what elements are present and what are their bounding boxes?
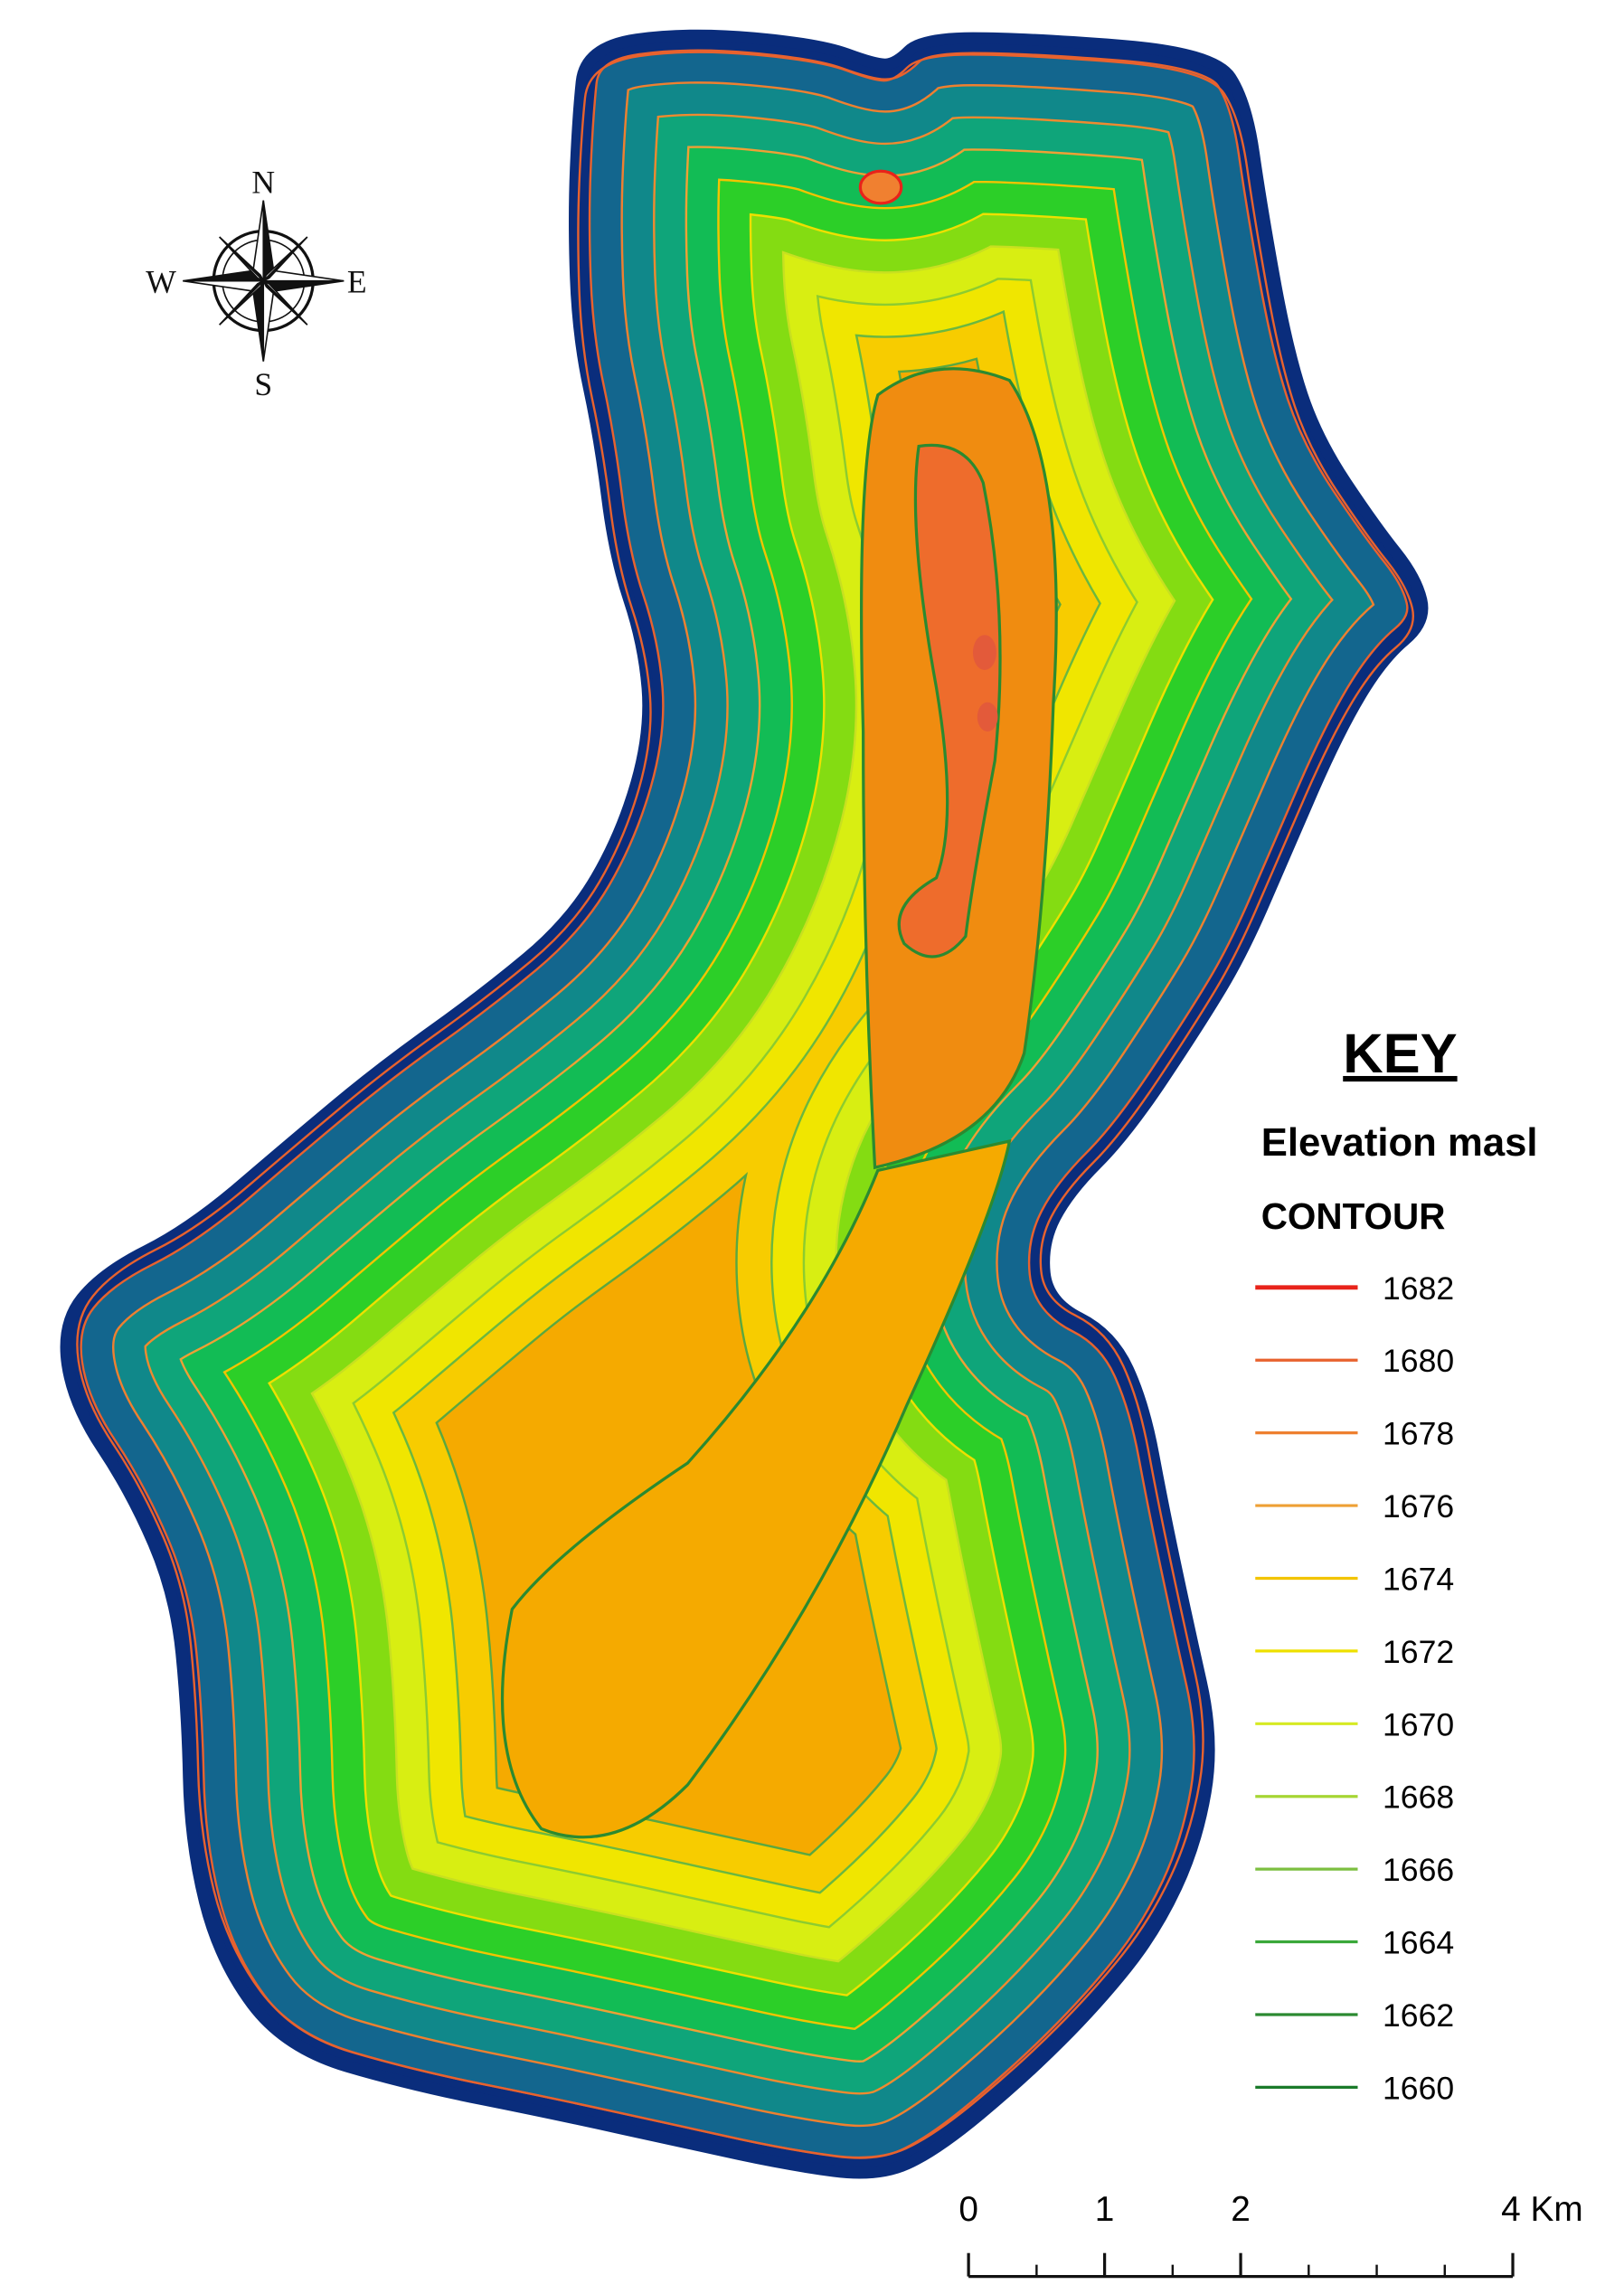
shoreline-contour (76, 51, 1414, 2159)
scale-bar: 0 1 2 4 Km (958, 2190, 1583, 2279)
south-basin (500, 1138, 1012, 1839)
legend-label: 1682 (1383, 1270, 1454, 1307)
legend-label: 1674 (1383, 1561, 1454, 1597)
legend-label: 1670 (1383, 1706, 1454, 1742)
scale-label: 0 (958, 2190, 978, 2229)
lake-bands (66, 35, 1422, 2174)
legend-label: 1672 (1383, 1634, 1454, 1670)
scale-label: 1 (1095, 2190, 1115, 2229)
legend-label: 1668 (1383, 1780, 1454, 1816)
key-heading: CONTOUR (1261, 1195, 1446, 1237)
compass-east: E (347, 264, 367, 300)
legend-label: 1680 (1383, 1343, 1454, 1379)
lake (60, 29, 1429, 2179)
legend-label: 1662 (1383, 1997, 1454, 2034)
peak-spot (972, 635, 996, 671)
compass (183, 200, 345, 362)
peak-spot (977, 702, 998, 732)
legend-label: 1664 (1383, 1924, 1454, 1960)
north-peak (897, 443, 1002, 958)
legend: 1682 1680 1678 1676 1674 1672 1670 1668 1666 1664… (1255, 1270, 1454, 2106)
key-subtitle: Elevation masl (1261, 1120, 1538, 1165)
scale-label: 4 Km (1501, 2190, 1583, 2229)
compass-north: N (251, 165, 275, 201)
key-title: KEY (1343, 1023, 1457, 1085)
legend-label: 1666 (1383, 1852, 1454, 1888)
peak-spot (858, 169, 903, 205)
lake-shoreline (60, 29, 1429, 2179)
compass-south: S (254, 366, 272, 402)
scale-label: 2 (1231, 2190, 1251, 2229)
legend-label: 1676 (1383, 1488, 1454, 1525)
legend-label: 1678 (1383, 1416, 1454, 1452)
compass-west: W (146, 264, 176, 300)
legend-label: 1660 (1383, 2070, 1454, 2106)
